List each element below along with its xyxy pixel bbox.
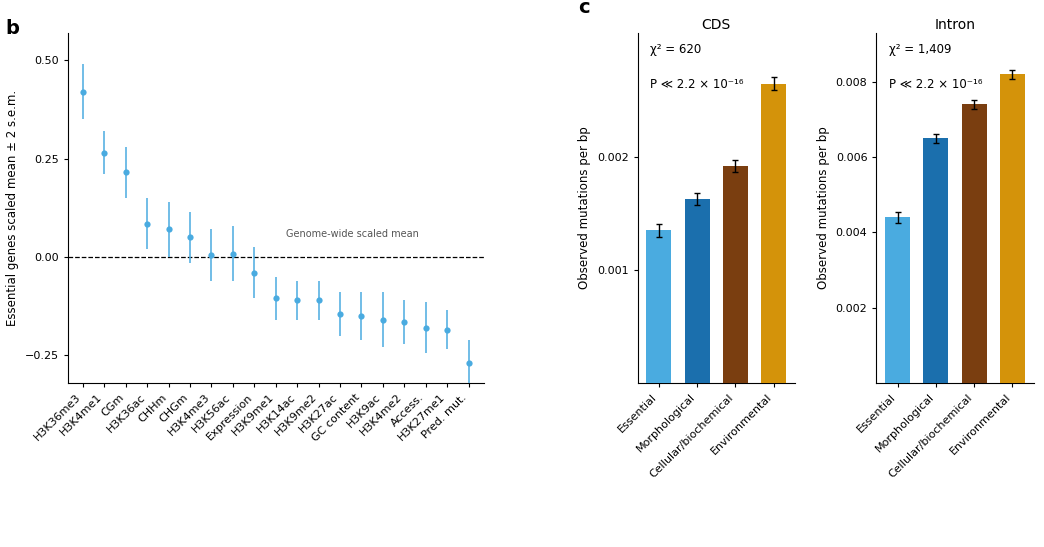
Text: c: c — [578, 0, 590, 17]
Bar — [722, 166, 748, 383]
Title: CDS: CDS — [702, 18, 731, 32]
Title: Intron: Intron — [934, 18, 975, 32]
Text: χ² = 1,409: χ² = 1,409 — [889, 43, 951, 56]
Y-axis label: Observed mutations per bp: Observed mutations per bp — [578, 126, 591, 289]
Text: Genome-wide scaled mean: Genome-wide scaled mean — [286, 229, 420, 240]
Bar — [761, 84, 786, 383]
Text: b: b — [5, 19, 20, 38]
Bar — [885, 217, 910, 383]
Text: P ≪ 2.2 × 10⁻¹⁶: P ≪ 2.2 × 10⁻¹⁶ — [650, 78, 743, 91]
Bar — [962, 104, 987, 383]
Bar — [646, 230, 671, 383]
Text: χ² = 620: χ² = 620 — [650, 43, 702, 56]
Bar — [923, 138, 948, 383]
Text: P ≪ 2.2 × 10⁻¹⁶: P ≪ 2.2 × 10⁻¹⁶ — [889, 78, 982, 91]
Y-axis label: Observed mutations per bp: Observed mutations per bp — [817, 126, 830, 289]
Bar — [1000, 74, 1025, 383]
Bar — [685, 199, 710, 383]
Y-axis label: Essential genes scaled mean ± 2 s.e.m.: Essential genes scaled mean ± 2 s.e.m. — [6, 90, 19, 326]
